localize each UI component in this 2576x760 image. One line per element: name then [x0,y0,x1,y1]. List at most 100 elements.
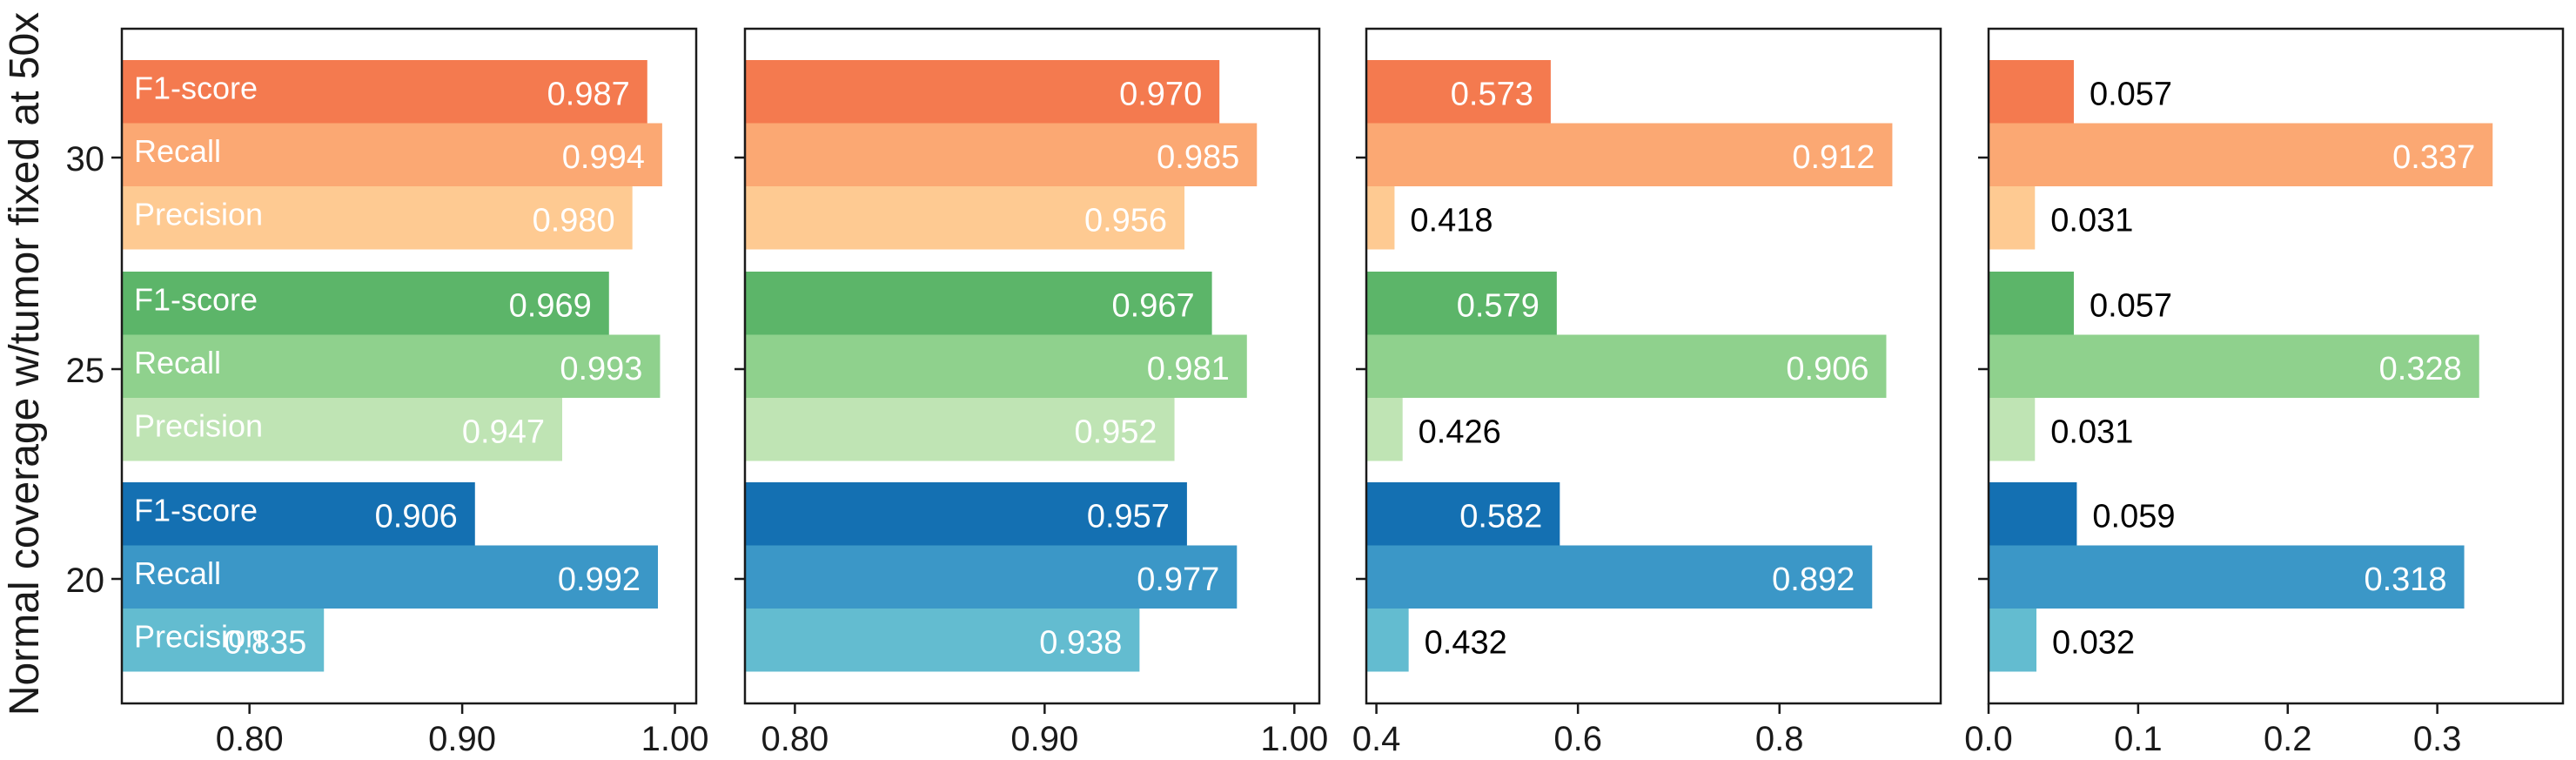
data-label: 0.573 [1451,76,1533,112]
data-label: 0.318 [2364,562,2446,598]
bar-25-f1-score [1366,272,1557,335]
data-label: 0.328 [2379,351,2462,387]
bar-25-recall [1366,334,1887,398]
data-label: 0.892 [1772,562,1855,598]
axes-frame [1987,27,2565,705]
metric-label: Precision [134,196,263,232]
data-label: 0.057 [2090,76,2172,112]
data-label: 0.031 [2050,202,2133,239]
data-label: 0.957 [1087,498,1170,535]
bar-20-f1-score [122,482,475,546]
x-tick-label: 0.4 [1352,720,1401,756]
x-tick-label: 0.90 [428,720,496,756]
data-label: 0.906 [1786,351,1868,387]
data-label: 0.579 [1457,287,1540,324]
bar-30-precision [1989,186,2036,250]
x-tick-label: 0.8 [1755,720,1804,756]
bar-20-f1-score [745,482,1187,546]
metric-label: F1-score [134,492,258,528]
bar-25-precision [1366,398,1403,461]
axes-frame [743,27,1321,705]
data-label: 0.985 [1157,139,1239,176]
bar-20-recall [1989,545,2465,609]
data-label: 0.970 [1119,76,1202,112]
axes-frame [1365,27,1942,705]
bar-30-f1-score [1366,60,1551,124]
bar-30-recall [122,123,662,186]
bar-25-recall [1989,334,2479,398]
data-label: 0.967 [1112,287,1195,324]
bar-25-precision [122,398,562,461]
data-label: 0.032 [2052,624,2135,661]
metric-label: Precision [134,618,263,654]
data-label: 0.956 [1084,202,1167,239]
bar-20-recall [122,545,658,609]
data-label: 0.938 [1039,624,1122,661]
data-label: 0.835 [224,624,306,661]
bar-25-precision [745,398,1175,461]
bar-25-precision [1989,398,2036,461]
x-tick-label: 0.80 [761,720,828,756]
bar-30-recall [1989,123,2493,186]
panel-4: 0.057 0.337 0.031 0.057 0.328 0.031 0.059 0.318… [1964,27,2565,758]
y-axis-label: Normal coverage w/tumor fixed at 50x [2,12,48,716]
bar-25-recall [745,334,1247,398]
data-label: 0.912 [1792,139,1875,176]
panel-2: 0.970 0.985 0.956 0.967 0.981 0.952 0.957 0.977… [735,27,1328,758]
metric-label: F1-score [134,70,258,105]
data-label: 0.432 [1425,624,1507,661]
data-label: 0.952 [1074,414,1157,450]
bar-20-precision [745,609,1140,672]
bar-20-recall [1366,545,1873,609]
bar-25-f1-score [1989,272,2074,335]
bar-25-f1-score [122,272,609,335]
x-tick-label: 0.90 [1010,720,1078,756]
data-label: 0.418 [1410,202,1493,239]
data-label: 0.977 [1137,562,1219,598]
bar-30-precision [745,186,1185,250]
data-label: 0.992 [558,562,641,598]
data-label: 0.426 [1419,414,1501,450]
bar-30-recall [745,123,1258,186]
x-tick-label: 0.3 [2413,720,2462,756]
bar-20-f1-score [1989,482,2077,546]
bar-25-recall [122,334,661,398]
data-label: 0.947 [462,414,545,450]
bar-30-precision [122,186,633,250]
x-tick-label: 1.00 [1260,720,1328,756]
bar-30-precision [1366,186,1395,250]
axes-frame [120,27,698,705]
metric-label: F1-score [134,281,258,317]
bar-30-f1-score [122,60,647,124]
x-tick-label: 1.00 [641,720,709,756]
data-label: 0.059 [2092,498,2175,535]
bar-20-precision [1989,609,2036,672]
data-label: 0.981 [1147,351,1230,387]
data-label: 0.031 [2050,414,2133,450]
y-tick-label: 25 [66,352,105,390]
x-tick-label: 0.80 [216,720,284,756]
data-label: 0.993 [560,351,642,387]
bar-20-f1-score [1366,482,1560,546]
panel-3: 0.573 0.912 0.418 0.579 0.906 0.426 0.582 0.892… [1352,27,1942,758]
data-label: 0.582 [1459,498,1542,535]
data-label: 0.337 [2392,139,2475,176]
panel-1: 0.987F1-score0.994Recall0.980Precision0.… [66,27,709,758]
bar-30-f1-score [1989,60,2074,124]
bar-20-recall [745,545,1238,609]
data-label: 0.057 [2090,287,2172,324]
bar-30-recall [1366,123,1893,186]
x-tick-label: 0.6 [1553,720,1602,756]
y-tick-label: 20 [66,562,105,600]
bar-30-f1-score [745,60,1220,124]
metric-label: Precision [134,407,263,443]
metric-label: Recall [134,555,221,591]
y-tick-label: 30 [66,140,105,178]
data-label: 0.969 [509,287,592,324]
metric-label: Recall [134,133,221,169]
metric-label: Recall [134,345,221,380]
bar-20-precision [122,609,325,672]
x-tick-label: 0.1 [2114,720,2163,756]
